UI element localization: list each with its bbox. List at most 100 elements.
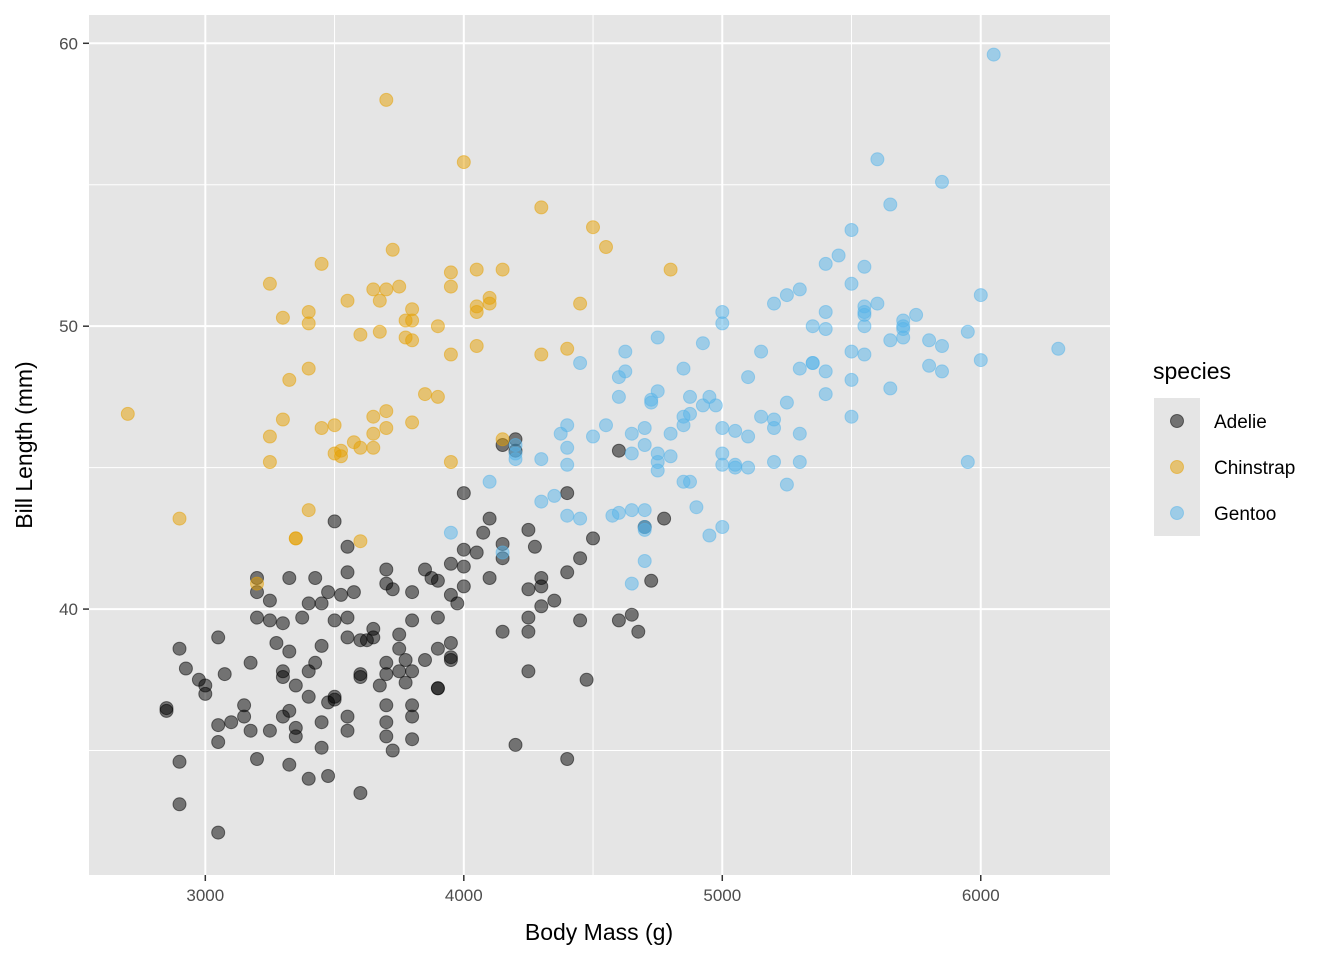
point-chinstrap-37 — [392, 279, 407, 294]
point-gentoo-0 — [443, 525, 458, 540]
point-adelie-135 — [573, 613, 588, 628]
point-gentoo-35 — [644, 395, 659, 410]
x-axis-title: Body Mass (g) — [525, 919, 673, 945]
point-adelie-26 — [269, 636, 284, 650]
point-gentoo-78 — [792, 361, 807, 376]
point-adelie-67 — [353, 786, 368, 800]
point-chinstrap-64 — [586, 220, 600, 235]
point-adelie-10 — [211, 718, 226, 733]
point-adelie-31 — [282, 571, 297, 585]
point-gentoo-68 — [754, 344, 769, 359]
point-gentoo-12 — [560, 457, 575, 472]
point-gentoo-117 — [960, 455, 975, 469]
point-gentoo-118 — [973, 288, 988, 303]
point-gentoo-93 — [844, 372, 859, 387]
point-chinstrap-44 — [418, 387, 432, 402]
point-gentoo-83 — [805, 356, 820, 370]
point-chinstrap-65 — [599, 240, 613, 254]
point-adelie-47 — [314, 715, 329, 730]
point-adelie-45 — [314, 596, 329, 611]
point-gentoo-61 — [715, 520, 730, 534]
point-gentoo-90 — [844, 223, 859, 237]
point-adelie-140 — [624, 607, 639, 622]
point-adelie-61 — [340, 709, 355, 724]
point-adelie-124 — [521, 624, 536, 639]
point-adelie-137 — [586, 531, 600, 546]
point-adelie-33 — [282, 703, 297, 718]
point-gentoo-101 — [870, 152, 885, 167]
point-chinstrap-47 — [443, 265, 458, 280]
point-adelie-18 — [243, 655, 258, 670]
point-chinstrap-1 — [172, 511, 187, 526]
point-adelie-35 — [288, 678, 303, 693]
point-adelie-123 — [521, 610, 536, 625]
point-adelie-55 — [327, 692, 342, 707]
legend-marker-chinstrap — [1170, 460, 1184, 474]
point-adelie-106 — [456, 486, 471, 501]
point-chinstrap-3 — [262, 276, 277, 291]
point-chinstrap-49 — [443, 347, 458, 362]
point-adelie-59 — [340, 610, 355, 625]
point-gentoo-70 — [767, 296, 781, 311]
point-adelie-86 — [405, 585, 420, 600]
point-gentoo-85 — [818, 305, 833, 319]
point-gentoo-115 — [935, 364, 949, 379]
point-adelie-46 — [314, 638, 329, 653]
point-adelie-108 — [456, 559, 471, 574]
point-chinstrap-2 — [250, 576, 264, 591]
point-chinstrap-29 — [366, 440, 381, 455]
point-gentoo-6 — [534, 452, 549, 467]
point-gentoo-41 — [663, 426, 678, 441]
point-adelie-104 — [443, 653, 458, 667]
point-gentoo-27 — [624, 576, 639, 591]
point-adelie-58 — [340, 565, 355, 580]
point-gentoo-16 — [586, 429, 600, 444]
point-gentoo-37 — [650, 384, 665, 399]
point-adelie-17 — [243, 723, 258, 738]
point-gentoo-17 — [599, 418, 613, 433]
point-chinstrap-8 — [282, 372, 297, 387]
point-adelie-11 — [211, 735, 226, 749]
point-adelie-34 — [282, 757, 297, 772]
point-adelie-105 — [450, 596, 465, 611]
point-adelie-1 — [159, 703, 174, 718]
point-adelie-116 — [495, 624, 510, 639]
point-adelie-66 — [353, 670, 368, 684]
point-adelie-29 — [275, 670, 290, 684]
point-chinstrap-10 — [288, 531, 303, 546]
point-adelie-82 — [392, 641, 407, 656]
point-gentoo-33 — [637, 554, 652, 568]
legend-marker-adelie — [1170, 414, 1184, 428]
point-gentoo-36 — [650, 330, 665, 345]
point-chinstrap-15 — [314, 256, 329, 271]
point-gentoo-49 — [683, 474, 697, 489]
point-adelie-120 — [508, 737, 523, 752]
point-chinstrap-43 — [405, 415, 420, 430]
point-gentoo-26 — [624, 503, 639, 518]
point-gentoo-2 — [495, 545, 510, 560]
point-adelie-13 — [217, 667, 232, 682]
point-chinstrap-25 — [353, 534, 368, 549]
point-gentoo-21 — [611, 505, 626, 520]
point-adelie-9 — [211, 630, 226, 645]
point-chinstrap-42 — [405, 333, 420, 348]
point-adelie-3 — [172, 754, 187, 769]
point-gentoo-121 — [1051, 341, 1066, 356]
point-adelie-63 — [346, 585, 361, 600]
point-gentoo-112 — [922, 358, 937, 373]
x-axis: 3000 4000 5000 6000 — [186, 875, 1000, 905]
point-chinstrap-14 — [301, 503, 316, 518]
point-gentoo-92 — [844, 344, 859, 359]
x-tick-label-0: 3000 — [186, 886, 224, 905]
point-adelie-48 — [314, 740, 329, 755]
point-gentoo-89 — [831, 248, 846, 263]
point-adelie-22 — [250, 752, 264, 766]
point-chinstrap-31 — [372, 324, 387, 339]
point-gentoo-43 — [676, 361, 691, 376]
point-adelie-25 — [262, 723, 277, 738]
point-adelie-131 — [560, 486, 575, 501]
point-gentoo-25 — [624, 446, 639, 461]
point-gentoo-20 — [611, 389, 626, 404]
point-gentoo-119 — [973, 353, 988, 368]
